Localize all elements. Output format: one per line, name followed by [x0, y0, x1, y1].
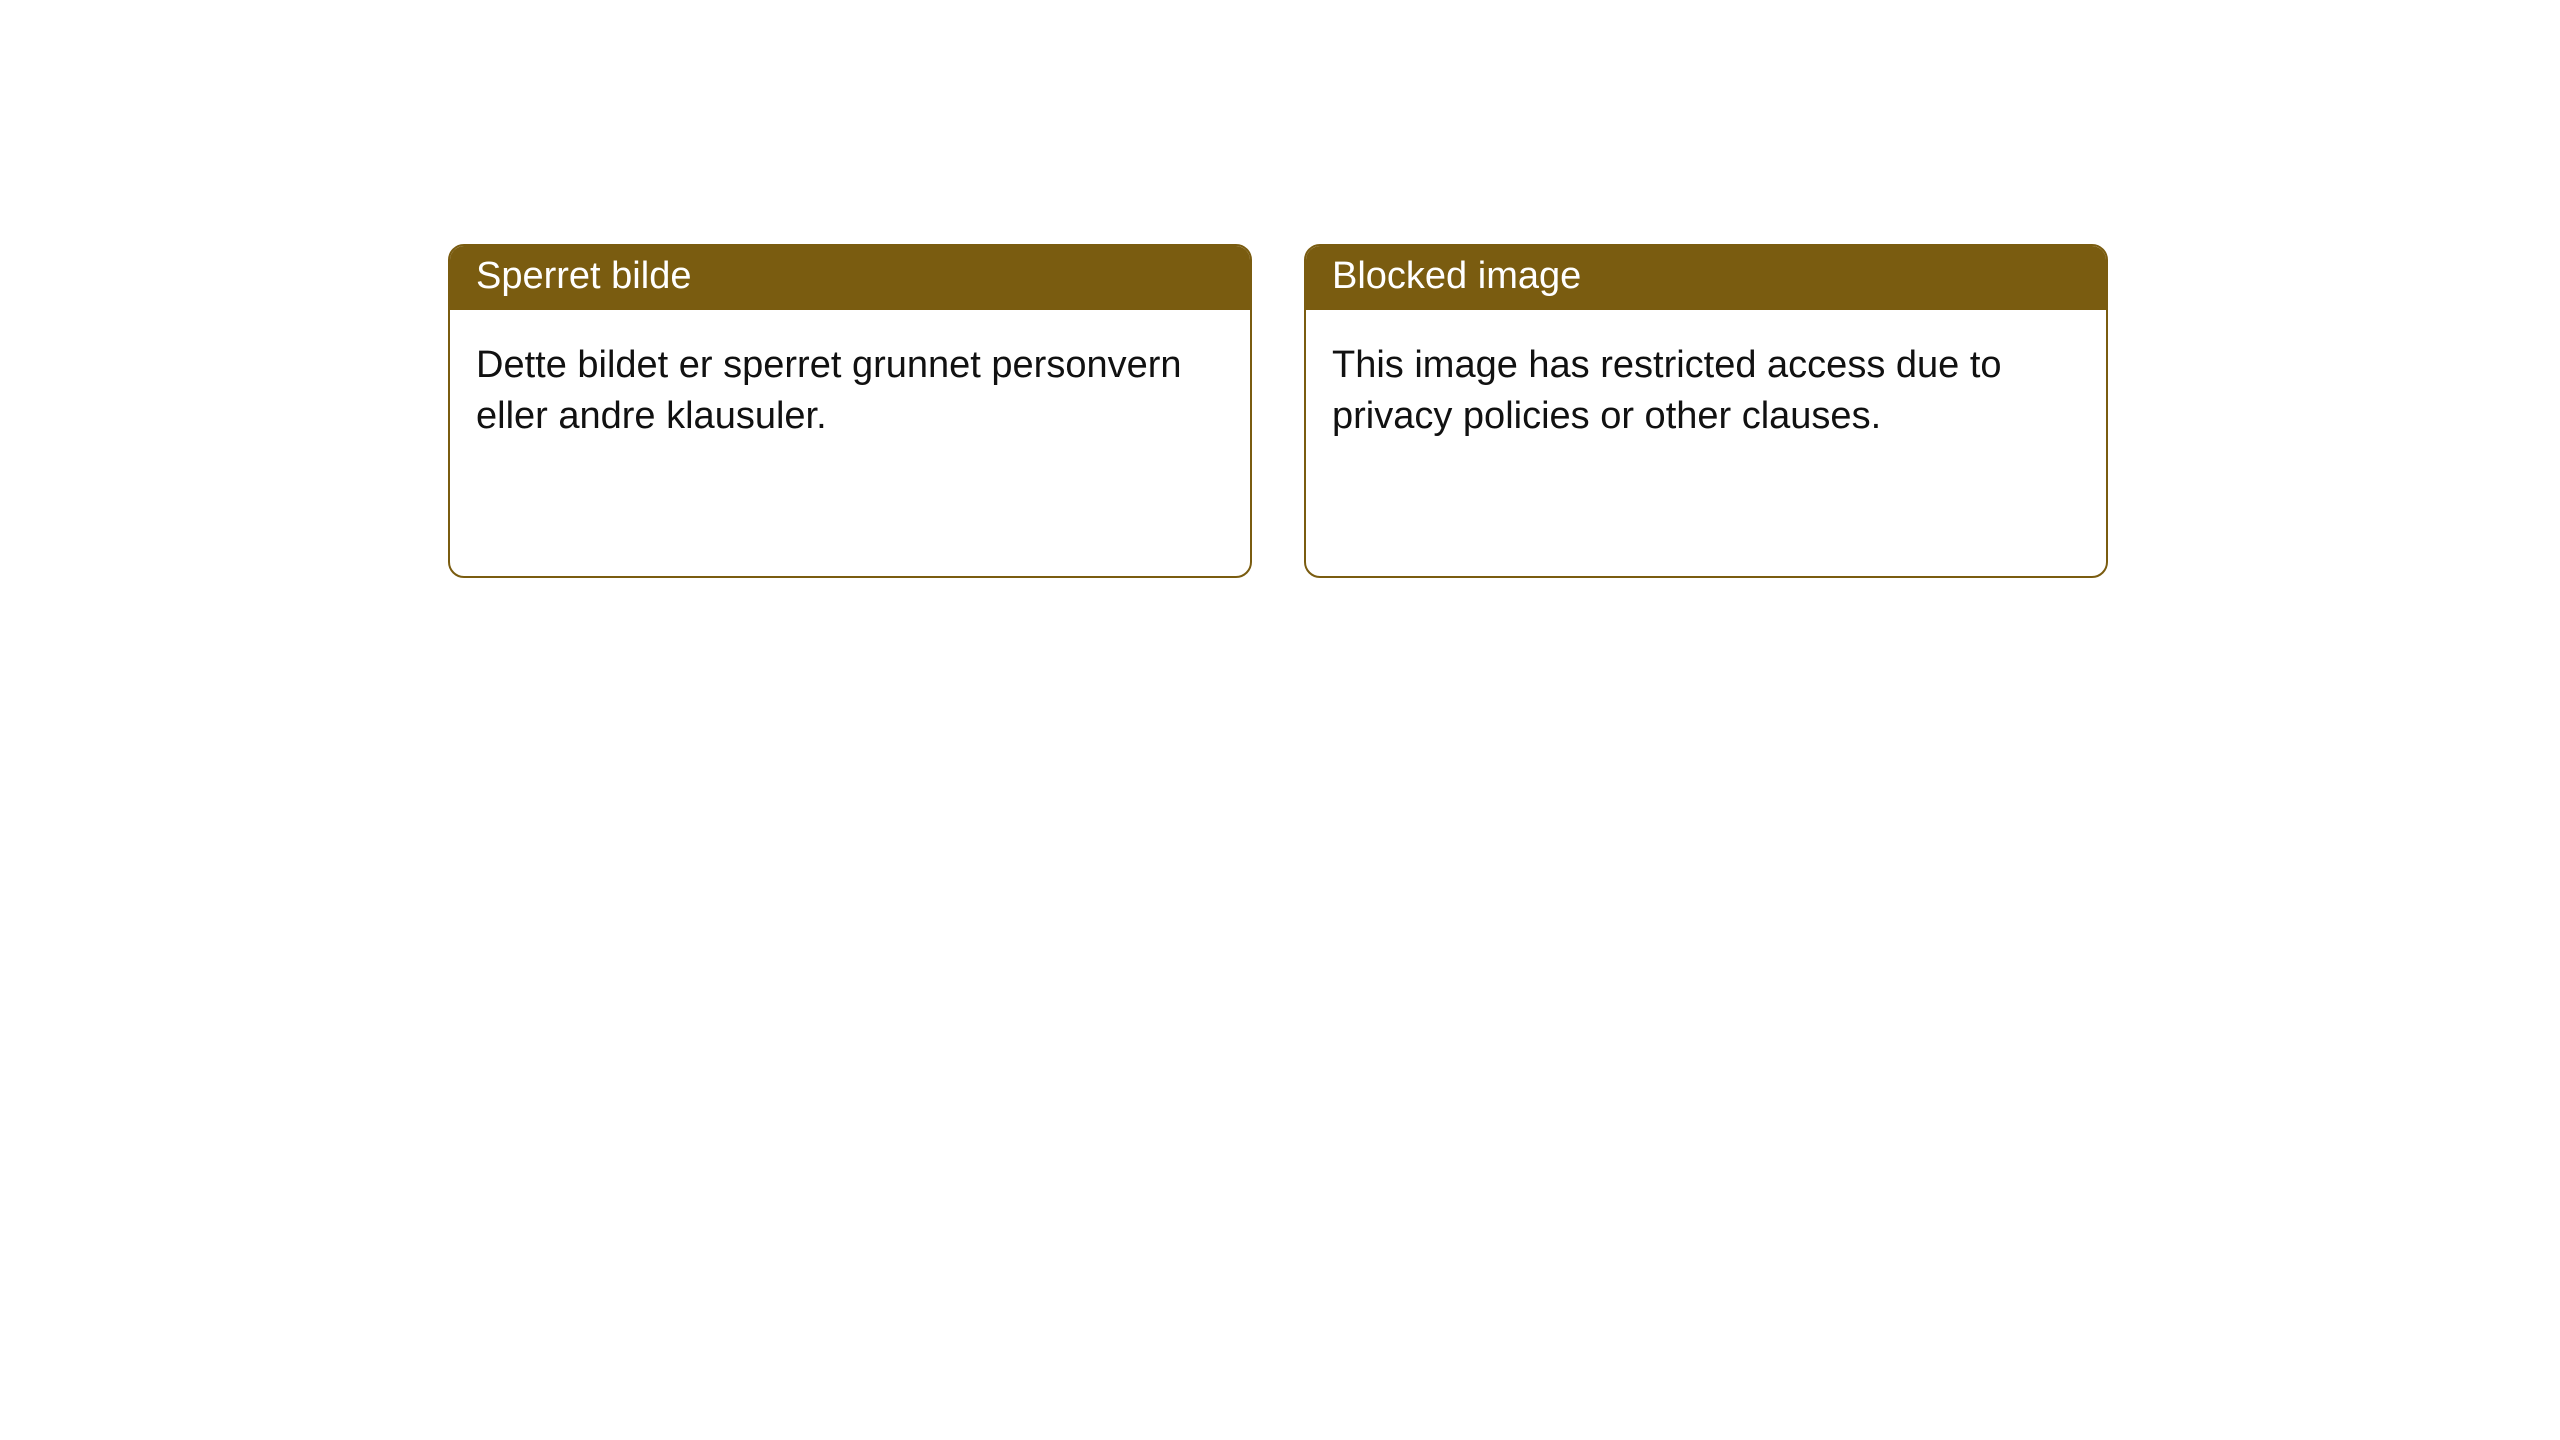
notice-header: Blocked image: [1306, 246, 2106, 310]
notice-container: Sperret bilde Dette bildet er sperret gr…: [0, 0, 2560, 578]
notice-body: Dette bildet er sperret grunnet personve…: [450, 310, 1250, 473]
notice-header: Sperret bilde: [450, 246, 1250, 310]
notice-body: This image has restricted access due to …: [1306, 310, 2106, 473]
notice-card-english: Blocked image This image has restricted …: [1304, 244, 2108, 578]
notice-card-norwegian: Sperret bilde Dette bildet er sperret gr…: [448, 244, 1252, 578]
